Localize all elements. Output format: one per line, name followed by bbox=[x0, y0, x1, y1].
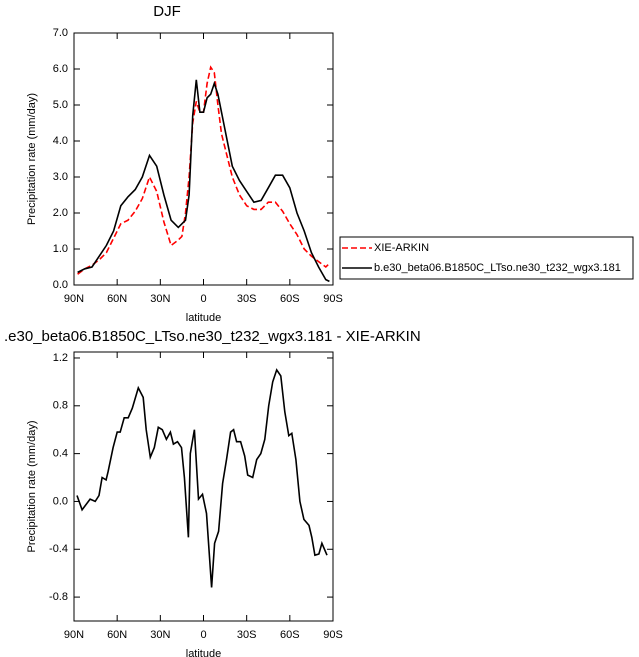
y-tick-label: -0.8 bbox=[49, 591, 68, 603]
x-tick-label: 90S bbox=[323, 629, 343, 641]
y-tick-label: 4.0 bbox=[53, 135, 68, 147]
x-axis-label: latitude bbox=[186, 312, 221, 324]
y-tick-label: 1.2 bbox=[53, 352, 68, 364]
data-line bbox=[77, 65, 330, 275]
y-tick-label: 0.4 bbox=[53, 448, 68, 460]
x-tick-label: 60S bbox=[280, 629, 300, 641]
y-tick-label: 0.8 bbox=[53, 400, 68, 412]
y-axis-label: Precipitation rate (mm/day) bbox=[26, 93, 38, 225]
x-tick-label: 60N bbox=[107, 293, 127, 305]
y-tick-label: 2.0 bbox=[53, 207, 68, 219]
x-tick-label: 30N bbox=[150, 293, 170, 305]
y-tick-label: 5.0 bbox=[53, 99, 68, 111]
legend-label: b.e30_beta06.B1850C_LTso.ne30_t232_wgx3.… bbox=[374, 262, 621, 274]
plot-frame bbox=[73, 32, 334, 286]
y-tick-label: 3.0 bbox=[53, 171, 68, 183]
x-tick-label: 90N bbox=[64, 293, 84, 305]
data-line bbox=[77, 79, 330, 283]
y-tick-label: 0.0 bbox=[53, 279, 68, 291]
chart-title: .e30_beta06.B1850C_LTso.ne30_t232_wgx3.1… bbox=[4, 328, 421, 345]
x-tick-label: 30N bbox=[150, 629, 170, 641]
x-tick-label: 30S bbox=[237, 293, 257, 305]
x-tick-label: 30S bbox=[237, 629, 257, 641]
y-tick-label: 0.0 bbox=[53, 495, 68, 507]
x-axis-label: latitude bbox=[186, 648, 221, 657]
x-tick-label: 90S bbox=[323, 293, 343, 305]
y-tick-label: 7.0 bbox=[53, 27, 68, 39]
y-tick-label: -0.4 bbox=[49, 543, 68, 555]
legend-box bbox=[339, 236, 634, 280]
chart-title: DJF bbox=[153, 3, 181, 20]
plot-frame bbox=[73, 351, 334, 622]
x-tick-label: 0 bbox=[200, 629, 206, 641]
legend-label: XIE-ARKIN bbox=[374, 242, 429, 254]
y-axis-label: Precipitation rate (mm/day) bbox=[26, 420, 38, 552]
x-tick-label: 90N bbox=[64, 629, 84, 641]
y-tick-label: 1.0 bbox=[53, 243, 68, 255]
y-tick-label: 6.0 bbox=[53, 63, 68, 75]
x-tick-label: 60S bbox=[280, 293, 300, 305]
x-tick-label: 60N bbox=[107, 629, 127, 641]
x-tick-label: 0 bbox=[200, 293, 206, 305]
data-line bbox=[76, 368, 328, 588]
